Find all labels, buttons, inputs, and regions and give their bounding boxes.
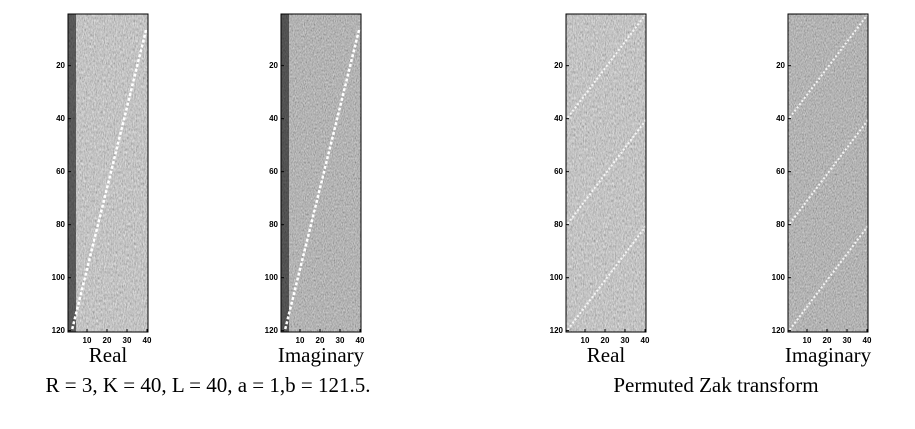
x-tick-label: 20 — [601, 336, 610, 345]
x-tick-label: 40 — [143, 336, 152, 345]
x-tick-label: 40 — [356, 336, 365, 345]
y-tick-label: 80 — [56, 220, 65, 229]
frame — [280, 13, 362, 333]
y-tick-label: 60 — [554, 167, 563, 176]
matrix-image — [68, 14, 148, 332]
x-tick-label: 30 — [123, 336, 132, 345]
x-tick-label: 20 — [316, 336, 325, 345]
y-tick-label: 40 — [56, 114, 65, 123]
x-tick-label: 40 — [863, 336, 872, 345]
frame — [787, 13, 869, 333]
matrix-image — [566, 14, 646, 332]
dark-column — [68, 14, 76, 332]
y-tick-label: 120 — [265, 326, 279, 335]
x-tick-label: 10 — [296, 336, 305, 345]
y-tick-label: 20 — [269, 61, 278, 70]
x-tick-label: 20 — [823, 336, 832, 345]
panel-label: Imaginary — [785, 343, 872, 367]
y-tick-label: 120 — [550, 326, 564, 335]
x-tick-label: 10 — [803, 336, 812, 345]
y-tick-label: 60 — [776, 167, 785, 176]
x-tick-label: 30 — [621, 336, 630, 345]
y-tick-label: 100 — [772, 273, 786, 282]
matrix-image — [788, 14, 868, 332]
frame — [565, 13, 647, 333]
y-tick-label: 120 — [52, 326, 66, 335]
y-tick-label: 40 — [776, 114, 785, 123]
y-tick-label: 80 — [269, 220, 278, 229]
y-tick-label: 100 — [265, 273, 279, 282]
y-tick-label: 120 — [772, 326, 786, 335]
y-tick-label: 80 — [776, 220, 785, 229]
y-tick-label: 100 — [52, 273, 66, 282]
y-tick-label: 60 — [269, 167, 278, 176]
y-tick-label: 20 — [776, 61, 785, 70]
caption: R = 3, K = 40, L = 40, a = 1,b = 121.5. — [45, 373, 370, 397]
x-tick-label: 20 — [103, 336, 112, 345]
matrix-image — [281, 14, 361, 332]
y-tick-label: 20 — [554, 61, 563, 70]
diagonal — [70, 29, 148, 331]
x-tick-label: 40 — [641, 336, 650, 345]
y-tick-label: 40 — [554, 114, 563, 123]
x-tick-label: 30 — [336, 336, 345, 345]
panel-label: Imaginary — [278, 343, 365, 367]
diagonal — [283, 29, 361, 331]
x-tick-label: 10 — [581, 336, 590, 345]
y-tick-label: 80 — [554, 220, 563, 229]
x-tick-label: 30 — [843, 336, 852, 345]
x-tick-label: 10 — [83, 336, 92, 345]
panel-label: Real — [587, 343, 626, 367]
y-tick-label: 40 — [269, 114, 278, 123]
caption: Permuted Zak transform — [613, 373, 818, 397]
frame — [67, 13, 149, 333]
y-tick-label: 60 — [56, 167, 65, 176]
y-tick-label: 20 — [56, 61, 65, 70]
panel-label: Real — [89, 343, 128, 367]
dark-column — [281, 14, 289, 332]
y-tick-label: 100 — [550, 273, 564, 282]
